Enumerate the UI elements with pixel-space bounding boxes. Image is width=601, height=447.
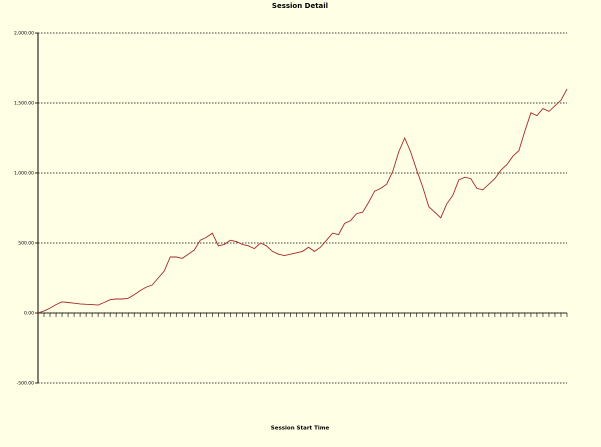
x-axis-label: Session Start Time [271,426,330,432]
y-tick-label: -500.00 [17,381,35,387]
y-tick-label: 1,000.00 [14,171,34,177]
series-line [37,88,568,314]
y-tick-label: 0.00 [24,311,34,317]
chart-title: Session Detail [272,2,328,10]
y-tick-label: 500.00 [18,241,34,247]
y-tick-label: 1,500.00 [14,101,34,107]
y-tick-label: 2,000.00 [14,31,34,37]
